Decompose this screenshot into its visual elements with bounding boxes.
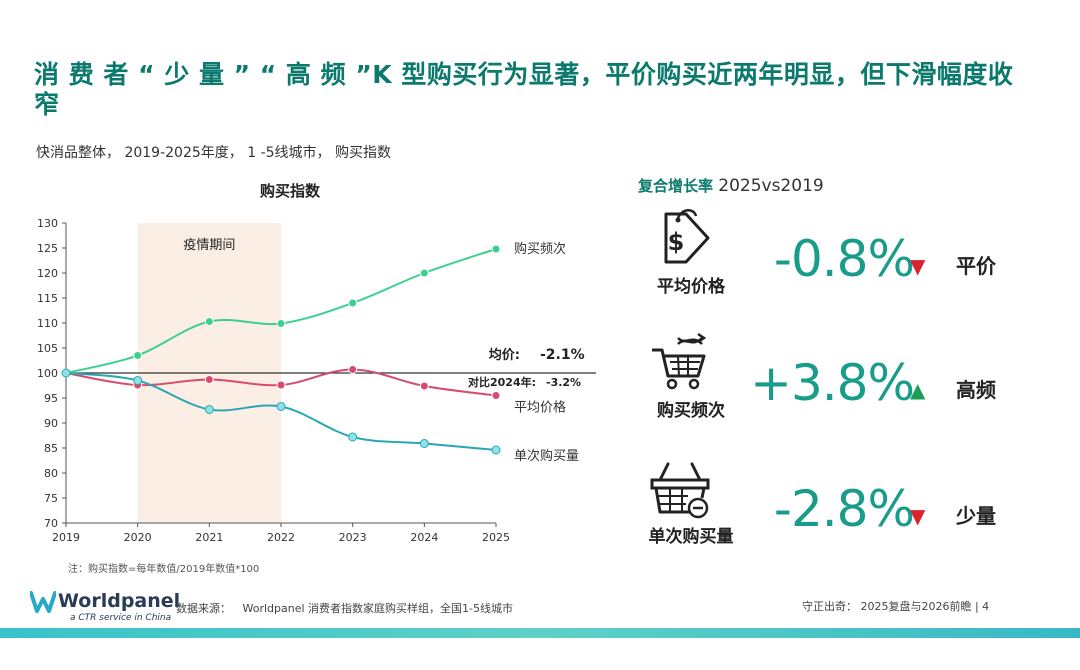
y-tick-label: 85 — [44, 442, 58, 455]
worldpanel-logo-icon — [30, 591, 56, 613]
footer-band — [0, 628, 1080, 638]
data-point — [348, 298, 358, 308]
data-source-label: 数据来源： — [176, 602, 231, 615]
metric-tag: 少量 — [956, 504, 996, 528]
data-point — [491, 445, 501, 455]
data-point — [419, 439, 429, 448]
y-tick-label: 105 — [37, 342, 58, 355]
down-arrow-icon: ▼ — [910, 504, 926, 528]
annotation-value: -3.2% — [546, 376, 581, 389]
y-tick-label: 100 — [37, 367, 58, 380]
data-point — [204, 405, 214, 414]
x-tick-label: 2019 — [52, 531, 80, 544]
down-arrow-icon: ▼ — [910, 254, 926, 278]
annotation-value: -2.1% — [540, 347, 585, 363]
report-page-info: 守正出奇： 2025复盘与2026前瞻 | 4 — [802, 600, 990, 613]
y-tick-label: 125 — [37, 242, 58, 255]
series-label: 平均价格 — [514, 400, 566, 416]
data-point — [348, 365, 358, 374]
brand-name: Worldpanel — [58, 590, 181, 612]
metric-tag: 高频 — [956, 378, 996, 402]
metric-average-price: $ 平均价格 -0.8% ▼ 平价 — [630, 206, 1070, 316]
worldpanel-logo: Worldpanel a CTR service in China — [30, 590, 180, 623]
data-point — [491, 244, 501, 254]
chart-note: 注：购买指数=每年数值/2019年数值*100 — [68, 564, 260, 575]
y-tick-label: 120 — [37, 267, 58, 280]
basket-icon — [650, 462, 710, 519]
data-point — [276, 380, 286, 390]
y-tick-label: 70 — [44, 517, 58, 530]
metric-purchase-frequency: 购买频次 +3.8% ▲ 高频 — [630, 330, 1070, 440]
data-point — [204, 375, 214, 384]
x-tick-label: 2021 — [195, 531, 223, 544]
y-tick-label: 110 — [37, 317, 58, 330]
shopping-cart-icon — [652, 332, 707, 390]
data-point — [276, 402, 286, 411]
svg-text:$: $ — [668, 228, 685, 256]
annotation-label: 均价: — [489, 347, 520, 363]
brand-subtitle: a CTR service in China — [70, 613, 172, 623]
data-point — [204, 317, 214, 326]
data-point — [276, 319, 286, 328]
x-tick-label: 2023 — [339, 531, 367, 544]
growth-title-label: 复合增长率 — [638, 177, 714, 195]
metric-quantity-per-purchase: 单次购买量 -2.8% ▼ 少量 — [630, 456, 1070, 566]
data-point — [419, 381, 429, 391]
y-tick-label: 80 — [44, 467, 58, 480]
data-point — [491, 391, 501, 400]
metric-label: 购买频次 — [657, 401, 725, 421]
annotation-label: 对比2024年: — [468, 375, 536, 389]
metric-tag: 平价 — [956, 254, 996, 278]
x-tick-label: 2025 — [482, 531, 510, 544]
y-tick-label: 90 — [44, 417, 58, 430]
x-tick-label: 2020 — [124, 531, 152, 544]
data-point — [419, 268, 429, 278]
metric-label: 平均价格 — [657, 277, 725, 297]
growth-period: 2025vs2019 — [718, 176, 824, 196]
purchase-index-chart: 疫情期间 70 75 80 85 90 95 100 105 110 115 120 125 130 201… — [37, 217, 596, 544]
data-point — [133, 351, 143, 360]
chart-title: 购买指数 — [259, 182, 320, 200]
page-subtitle: 快消品整体， 2019-2025年度， 1 -5线城市， 购买指数 — [36, 145, 391, 161]
x-tick-label: 2024 — [410, 531, 438, 544]
data-source-text: Worldpanel 消费者指数家庭购买样组，全国1-5线城市 — [242, 602, 514, 615]
page-title: 消 费 者 “ 少 量 ” “ 高 频 ”K 型购买行为显著，平价购买近两年明显… — [34, 60, 1014, 119]
data-point — [61, 368, 71, 378]
data-point — [133, 376, 143, 385]
x-tick-label: 2022 — [267, 531, 295, 544]
metric-label: 单次购买量 — [648, 527, 734, 547]
data-point — [348, 432, 358, 442]
metric-value: -0.8% — [773, 230, 915, 288]
data-source: 数据来源： Worldpanel 消费者指数家庭购买样组，全国1-5线城市 — [176, 600, 513, 616]
y-tick-label: 130 — [37, 217, 58, 230]
metric-value: +3.8% — [750, 354, 915, 412]
shaded-region-label: 疫情期间 — [183, 237, 235, 253]
y-tick-label: 95 — [44, 392, 58, 405]
metric-value: -2.8% — [773, 480, 915, 538]
series-label: 单次购买量 — [514, 448, 579, 464]
price-tag-icon: $ — [664, 209, 710, 264]
y-tick-label: 115 — [37, 292, 58, 305]
series-label: 购买频次 — [514, 241, 566, 257]
y-tick-label: 75 — [44, 492, 58, 505]
growth-title: 复合增长率 2025vs2019 — [638, 175, 824, 196]
up-arrow-icon: ▲ — [910, 378, 926, 402]
